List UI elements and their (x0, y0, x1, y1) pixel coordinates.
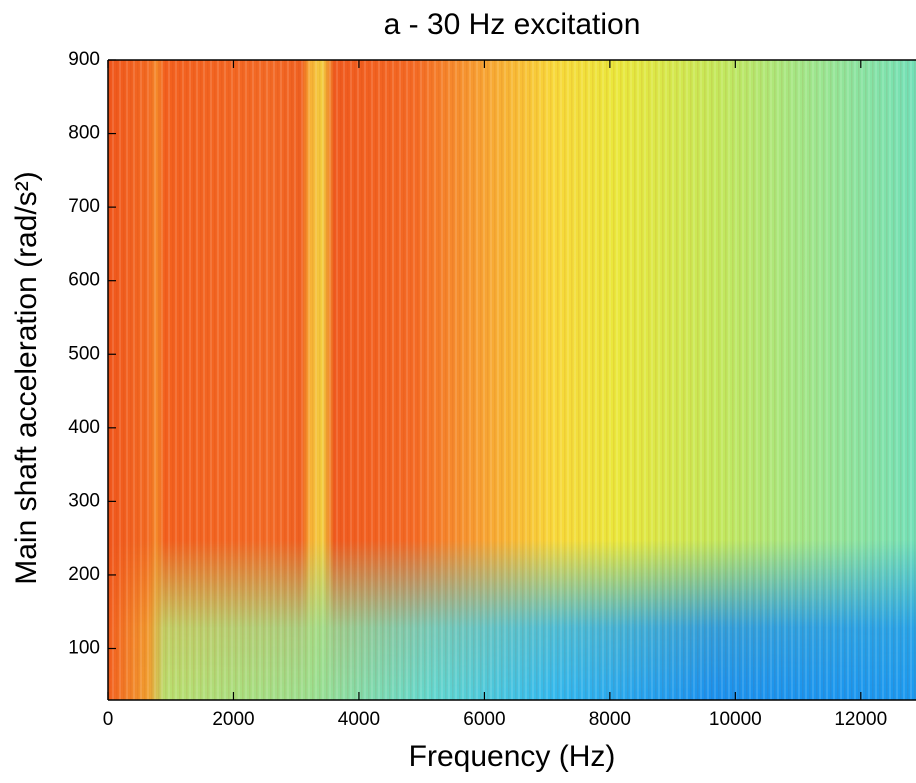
x-tick-label: 6000 (463, 709, 505, 730)
x-tick-label: 2000 (212, 709, 254, 730)
y-tick-label: 300 (68, 490, 100, 511)
x-tick-label: 12000 (834, 709, 887, 730)
y-tick-label: 600 (68, 270, 100, 291)
y-tick-label: 900 (68, 49, 100, 70)
chart-title: a - 30 Hz excitation (384, 8, 641, 41)
x-tick-label: 4000 (338, 709, 380, 730)
y-tick-label: 200 (68, 564, 100, 585)
y-tick-label: 500 (68, 343, 100, 364)
x-tick-label: 0 (103, 709, 114, 730)
y-tick-label: 400 (68, 417, 100, 438)
y-tick-label: 100 (68, 638, 100, 659)
x-axis-label: Frequency (Hz) (409, 740, 616, 773)
x-tick-label: 10000 (709, 709, 762, 730)
axes (107, 59, 916, 701)
heatmap (108, 60, 916, 700)
y-tick-label: 700 (68, 196, 100, 217)
x-tick-label: 8000 (589, 709, 631, 730)
y-axis-label: Main shaft acceleration (rad/s²) (10, 171, 43, 585)
y-tick-label: 800 (68, 123, 100, 144)
heatmap-texture (108, 60, 916, 700)
